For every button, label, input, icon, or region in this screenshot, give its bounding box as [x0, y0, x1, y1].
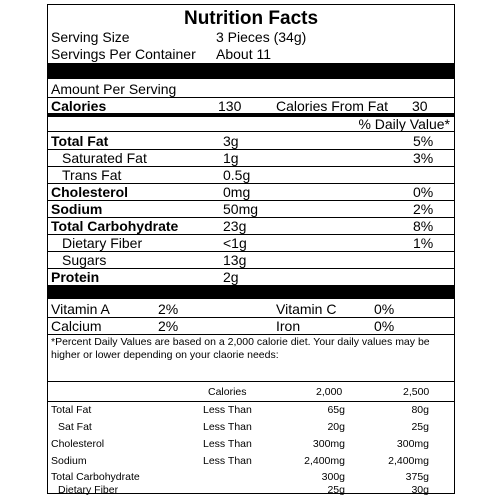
nutrient-amount: 23g	[223, 218, 247, 234]
ref-row-2500: 375g	[405, 471, 429, 483]
divider	[48, 234, 454, 235]
ref-row-name: Sodium	[51, 455, 87, 467]
ref-row-name: Total Carbohydrate	[51, 471, 140, 483]
divider	[48, 149, 454, 150]
nutrient-daily-value: 8%	[413, 218, 434, 234]
divider	[48, 97, 454, 98]
ref-row-qualifier: Less Than	[203, 438, 252, 450]
medium-divider	[48, 113, 454, 117]
divider	[48, 334, 454, 335]
thick-divider	[48, 63, 454, 79]
nutrient-name: Saturated Fat	[62, 150, 147, 166]
calories-from-fat-value: 30	[412, 98, 428, 114]
ref-row-name: Sat Fat	[58, 421, 92, 433]
serving-size-value: 3 Pieces (34g)	[216, 29, 307, 45]
nutrient-amount: 50mg	[223, 201, 259, 217]
nutrient-daily-value: 2%	[413, 201, 434, 217]
ref-row-qualifier: Less Than	[203, 455, 252, 467]
footnote-line: *Percent Daily Values are based on a 2,0…	[51, 336, 430, 348]
ref-row-2500: 80g	[411, 404, 429, 416]
nutrient-name: Cholesterol	[51, 184, 129, 200]
daily-value-header: % Daily Value*	[358, 116, 450, 132]
nutrient-daily-value: 3%	[413, 150, 434, 166]
ref-row-2000: 300mg	[312, 438, 345, 450]
nutrient-name: Trans Fat	[62, 167, 122, 183]
ref-row-2500: 300mg	[396, 438, 429, 450]
ref-row-qualifier: Less Than	[203, 404, 252, 416]
servings-per-container-label: Servings Per Container	[51, 46, 196, 62]
ref-row-2000: 25g	[327, 484, 345, 496]
ref-row-2500: 30g	[411, 484, 429, 496]
vitamin-value: 2%	[158, 301, 179, 317]
vitamin-value: 0%	[374, 301, 395, 317]
calories-value: 130	[218, 98, 242, 114]
nutrient-daily-value: 0%	[413, 184, 434, 200]
vitamin-name: Vitamin A	[51, 301, 110, 317]
ref-row-name: Total Fat	[51, 404, 92, 416]
nutrient-name: Protein	[51, 269, 100, 285]
thick-divider	[48, 285, 454, 299]
divider	[48, 183, 454, 184]
ref-row-qualifier: Less Than	[203, 421, 252, 433]
nutrient-amount: 13g	[223, 252, 247, 268]
nutrient-name: Dietary Fiber	[62, 235, 143, 251]
nutrient-name: Total Fat	[51, 133, 109, 149]
vitamin-name: Calcium	[51, 318, 102, 334]
calories-label: Calories	[51, 98, 107, 114]
divider	[48, 381, 454, 382]
nutrient-amount: 2g	[223, 269, 239, 285]
nutrient-amount: <1g	[223, 235, 247, 251]
amount-per-serving: Amount Per Serving	[51, 81, 177, 97]
ref-row-name: Cholesterol	[51, 438, 105, 450]
ref-header-2000: 2,000	[316, 386, 343, 398]
nutrient-daily-value: 1%	[413, 235, 434, 251]
ref-row-2000: 2,400mg	[304, 455, 345, 467]
nutrient-name: Sodium	[51, 201, 103, 217]
nutrient-name: Sugars	[62, 252, 107, 268]
nutrient-amount: 3g	[223, 133, 239, 149]
ref-row-2500: 2,400mg	[388, 455, 429, 467]
vitamin-value: 0%	[374, 318, 395, 334]
ref-header-calories: Calories	[208, 386, 247, 398]
ref-row-2500: 25g	[411, 421, 429, 433]
servings-per-container-value: About 11	[216, 46, 272, 62]
nutrient-amount: 0.5g	[223, 167, 251, 183]
nutrient-amount: 0mg	[223, 184, 251, 200]
nutrient-amount: 1g	[223, 150, 239, 166]
divider	[48, 317, 454, 318]
divider	[48, 217, 454, 218]
serving-size-label: Serving Size	[51, 29, 130, 45]
label-title: Nutrition Facts	[183, 8, 319, 29]
vitamin-name: Iron	[276, 318, 301, 334]
divider	[48, 200, 454, 201]
vitamin-value: 2%	[158, 318, 179, 334]
divider	[48, 131, 454, 132]
calories-from-fat-label: Calories From Fat	[276, 98, 389, 114]
ref-header-2500: 2,500	[403, 386, 430, 398]
nutrient-daily-value: 5%	[413, 133, 434, 149]
divider	[48, 251, 454, 252]
ref-row-name: Dietary Fiber	[58, 484, 119, 496]
nutrient-name: Total Carbohydrate	[51, 218, 179, 234]
ref-row-2000: 300g	[321, 471, 345, 483]
ref-row-2000: 65g	[327, 404, 345, 416]
footnote-line: higher or lower depending on your claori…	[51, 349, 279, 361]
divider	[48, 166, 454, 167]
ref-row-2000: 20g	[327, 421, 345, 433]
vitamin-name: Vitamin C	[276, 301, 337, 317]
divider	[48, 268, 454, 269]
nutrition-facts-label: Nutrition Facts Serving Size 3 Pieces (3…	[47, 4, 455, 496]
divider	[48, 401, 454, 402]
